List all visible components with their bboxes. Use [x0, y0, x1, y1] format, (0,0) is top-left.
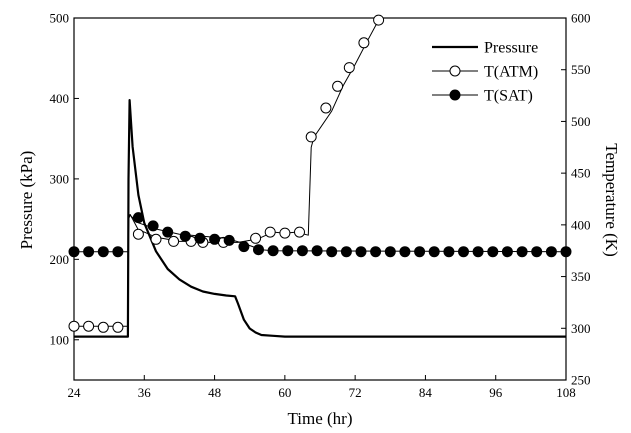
y-left-tick-label: 100 [50, 332, 70, 347]
series-2-point [162, 226, 174, 238]
series-1-point [294, 226, 305, 238]
series-2-point [399, 246, 411, 258]
series-2-point [501, 246, 513, 258]
series-1-point [264, 226, 276, 238]
series-2-point [238, 241, 250, 253]
legend-marker-1 [449, 65, 461, 77]
plot-area [68, 14, 572, 338]
series-2-point [209, 233, 221, 245]
series-1-point [150, 233, 162, 245]
series-1-point [279, 227, 291, 239]
legend-label-2: T(SAT) [484, 88, 533, 105]
series-2-point [384, 246, 396, 258]
series-2-point [414, 246, 426, 258]
y-right-tick-label: 550 [571, 62, 591, 77]
y-right-tick-label: 300 [571, 321, 591, 336]
legend-label-1: T(ATM) [484, 64, 538, 81]
series-2-point [223, 234, 235, 246]
series-line-1 [74, 19, 380, 327]
series-2-point [112, 246, 124, 258]
series-2-point [326, 246, 338, 258]
y-left-tick-label: 200 [50, 252, 70, 267]
y-left-tick-label: 400 [50, 91, 70, 106]
series-2-point [531, 246, 543, 258]
legend-label-0: Pressure [484, 40, 538, 57]
series-1-point [112, 321, 124, 333]
series-2-point [560, 246, 572, 258]
legend: Pressure T(ATM) T(SAT) [432, 40, 538, 105]
x-tick-label: 36 [138, 385, 152, 400]
series-1-point [343, 62, 355, 74]
series-2-point [355, 246, 367, 258]
legend-marker-2 [449, 89, 461, 101]
series-2-point [340, 246, 352, 258]
series-2-point [147, 220, 159, 232]
series-2-point [97, 246, 109, 258]
series-2-point [267, 245, 279, 257]
series-2-point [472, 246, 484, 258]
series-1-point [97, 321, 109, 333]
x-tick-label: 72 [349, 385, 362, 400]
y-left-tick-label: 300 [50, 171, 70, 186]
x-axis-title: Time (hr) [287, 409, 352, 428]
y-left-tick-label: 500 [50, 11, 70, 26]
series-line-0 [74, 98, 566, 338]
series-2-point [311, 245, 323, 257]
axis-ticks: 24 36 48 60 72 84 96 108 100 200 300 400 500 250 300 35… [50, 11, 591, 401]
y-axis-right-title: Temperature (K) [602, 143, 621, 257]
series-1-point [358, 37, 370, 49]
x-tick-label: 24 [68, 385, 82, 400]
y-right-tick-label: 400 [571, 217, 591, 232]
series-2-point [458, 246, 469, 258]
series-1-point [332, 80, 344, 92]
x-tick-label: 96 [489, 385, 503, 400]
series-2-point [253, 244, 264, 256]
series-2-point [179, 230, 191, 242]
y-right-tick-label: 450 [571, 166, 591, 181]
series-2-point [83, 246, 95, 258]
series-2-point [68, 246, 80, 258]
series-2-point [545, 246, 557, 258]
series-1-point [250, 232, 262, 244]
series-1-point [132, 228, 144, 240]
series-1-point [320, 102, 332, 114]
y-right-tick-label: 350 [571, 269, 591, 284]
y-right-tick-label: 600 [571, 11, 591, 26]
series-2-point [296, 245, 308, 257]
series-2-point [443, 246, 455, 258]
series-2-point [282, 245, 294, 257]
x-tick-label: 48 [208, 385, 221, 400]
series-1-point [68, 320, 80, 332]
plot-frame [73, 17, 567, 381]
series-1-point [83, 320, 95, 332]
y-right-tick-label: 500 [571, 114, 591, 129]
series-1-point [168, 235, 180, 247]
series-2-point [370, 246, 382, 258]
series-2-point [516, 246, 528, 258]
series-2-point [194, 232, 206, 244]
series-1-point [305, 131, 317, 143]
series-2-point [132, 212, 144, 224]
y-axis-left-title: Pressure (kPa) [17, 151, 36, 250]
x-tick-label: 108 [556, 385, 576, 400]
x-tick-label: 84 [419, 385, 433, 400]
y-right-tick-label: 250 [571, 373, 591, 388]
series-1-point [373, 14, 385, 26]
series-2-point [487, 246, 499, 258]
x-tick-label: 60 [278, 385, 291, 400]
series-2-point [428, 246, 440, 258]
